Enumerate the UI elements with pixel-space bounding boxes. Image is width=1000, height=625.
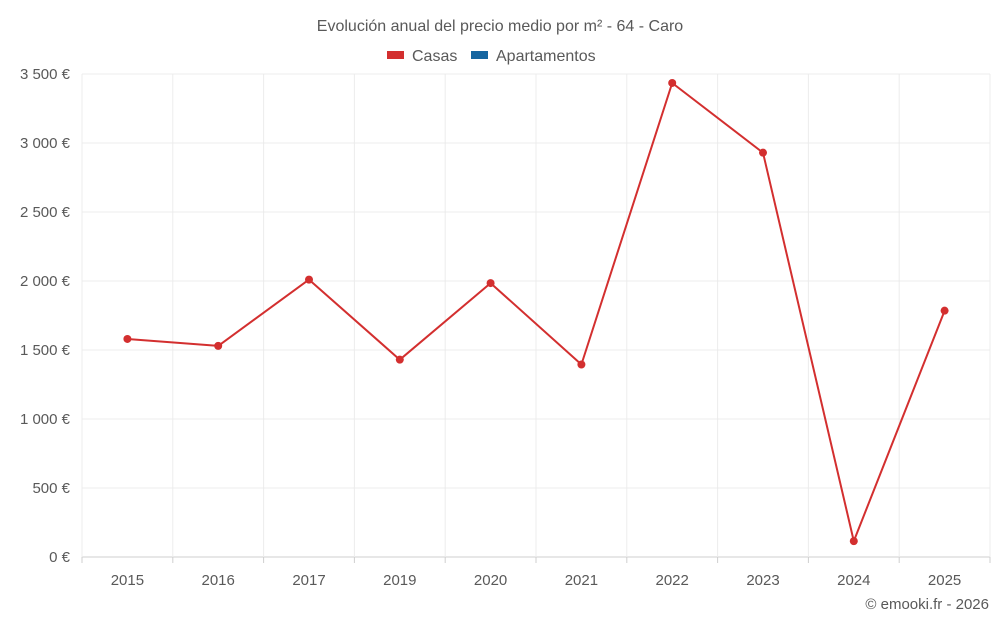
grid [81, 73, 991, 558]
y-tick-label: 2 000 € [20, 273, 71, 290]
y-tick-label: 2 500 € [20, 204, 71, 221]
x-tick-label: 2024 [837, 572, 870, 589]
x-axis: 2015 2016 2017 2019 2020 2021 2022 2023 2024 2025 [81, 557, 991, 589]
data-point-casas-2015[interactable] [123, 334, 132, 343]
chart-title: Evolución anual del precio medio por m² … [317, 18, 684, 35]
y-tick-label: 500 € [32, 480, 70, 497]
legend: Casas Apartamentos [387, 48, 596, 65]
data-point-casas-2016[interactable] [214, 341, 223, 350]
credit-text: © emooki.fr - 2026 [865, 596, 989, 613]
legend-swatch-casas [387, 51, 404, 59]
y-axis: 0 € 500 € 1 000 € 1 500 € 2 000 € 2 500 € 3 00… [20, 66, 71, 566]
x-tick-label: 2017 [292, 572, 325, 589]
x-tick-label: 2021 [565, 572, 598, 589]
data-point-casas-2017[interactable] [305, 275, 313, 284]
x-tick-label: 2022 [656, 572, 689, 589]
x-tick-label: 2015 [111, 572, 144, 589]
y-tick-label: 1 000 € [20, 411, 71, 428]
data-point-casas-2020[interactable] [486, 279, 495, 288]
data-point-casas-2023[interactable] [759, 148, 767, 157]
y-tick-label: 3 500 € [20, 66, 71, 83]
x-tick-label: 2019 [383, 572, 416, 589]
series-line-casas [127, 82, 946, 543]
x-tick-label: 2020 [474, 572, 507, 589]
x-tick-label: 2023 [746, 572, 779, 589]
legend-label-casas: Casas [412, 48, 457, 65]
legend-label-apartamentos: Apartamentos [496, 48, 596, 65]
x-tick-label: 2025 [928, 572, 961, 589]
data-point-casas-2021[interactable] [577, 360, 586, 369]
y-tick-label: 3 000 € [20, 135, 71, 152]
series-layer [123, 78, 949, 546]
legend-swatch-apartamentos [471, 51, 488, 59]
y-tick-label: 1 500 € [20, 342, 71, 359]
data-point-casas-2022[interactable] [668, 78, 677, 87]
x-tick-label: 2016 [202, 572, 235, 589]
y-tick-label: 0 € [49, 549, 71, 566]
legend-item-casas[interactable]: Casas [387, 48, 457, 65]
data-point-casas-2024[interactable] [849, 537, 858, 546]
data-point-casas-2019[interactable] [395, 355, 404, 364]
data-point-casas-2025[interactable] [940, 306, 949, 315]
legend-item-apartamentos[interactable]: Apartamentos [471, 48, 596, 65]
